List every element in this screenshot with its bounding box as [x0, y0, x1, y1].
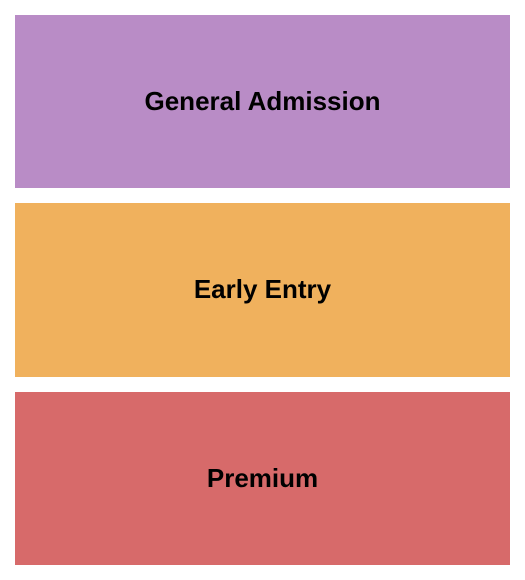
section-label: General Admission: [145, 86, 381, 117]
section-early-entry: Early Entry: [15, 203, 510, 376]
section-premium: Premium: [15, 392, 510, 565]
section-label: Premium: [207, 463, 318, 494]
section-label: Early Entry: [194, 274, 331, 305]
section-general-admission: General Admission: [15, 15, 510, 188]
